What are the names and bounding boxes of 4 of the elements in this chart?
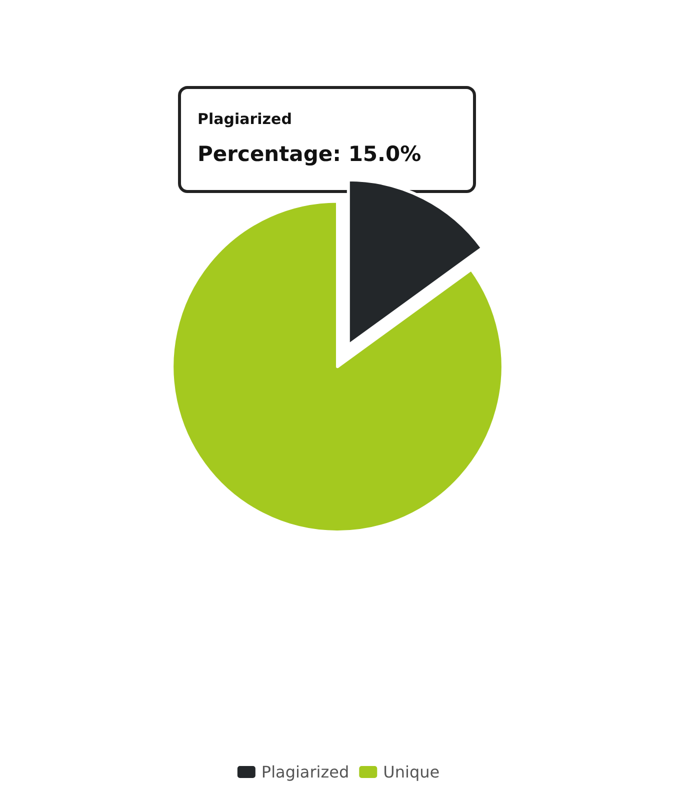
legend-label: Unique <box>383 762 440 782</box>
text: Percentage: 15.0% <box>198 142 422 166</box>
legend-label: Plagiarized <box>261 762 350 782</box>
text: Plagiarized <box>198 110 292 128</box>
